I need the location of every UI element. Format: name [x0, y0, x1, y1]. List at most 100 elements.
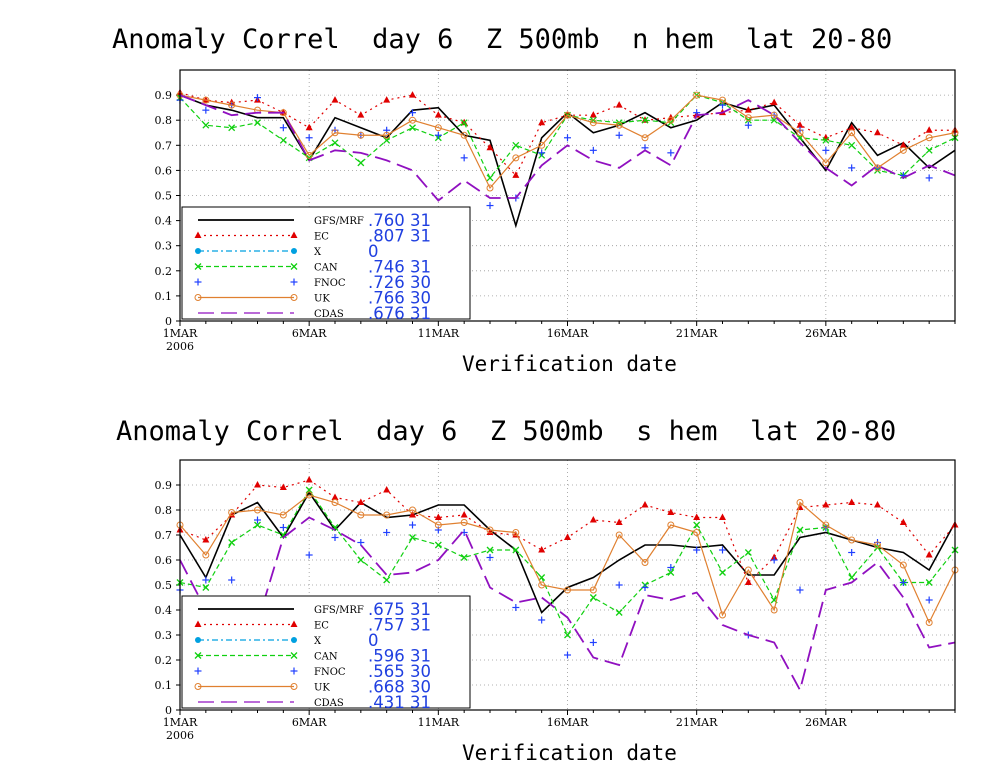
legend-label-uk: UK — [314, 294, 330, 305]
point-ec — [899, 141, 907, 148]
point-can — [822, 136, 830, 144]
point-fnoc — [925, 174, 933, 182]
legend-marker-x — [291, 248, 297, 254]
point-ec — [409, 91, 416, 98]
legend: GFS/MRF .760 31 EC .807 31 X 0 CAN .746 31 FNOC.… — [181, 206, 471, 323]
point-ec — [744, 106, 752, 113]
x-axis-label-nhem: Verification date — [462, 352, 677, 376]
point-can — [925, 146, 933, 154]
point-can — [641, 116, 649, 124]
legend-stat-ec: .807 31 — [368, 227, 431, 246]
x-tick-label: 1MAR — [163, 327, 198, 340]
series-line-cdas — [179, 94, 956, 202]
point-can — [254, 119, 261, 127]
point-ec — [486, 143, 494, 151]
legend-label-x: X — [314, 247, 322, 258]
point-ec — [615, 101, 623, 108]
y-tick-label: 0.3 — [155, 240, 173, 253]
point-uk — [615, 121, 623, 129]
chart-title-nhem: Anomaly Correl day 6 Z 500mb n hem lat 2… — [112, 24, 893, 55]
point-uk — [667, 116, 675, 124]
series-group — [176, 88, 959, 229]
point-ec — [305, 123, 313, 131]
point-uk — [564, 111, 571, 119]
y-tick-label: 0 — [165, 315, 172, 328]
point-ec — [512, 171, 520, 178]
legend-stat-fnoc: .726 30 — [368, 273, 431, 292]
point-fnoc — [538, 149, 546, 157]
legend-stat-gfs-mrf: .760 31 — [368, 211, 431, 230]
point-fnoc — [202, 106, 210, 114]
point-fnoc — [744, 121, 752, 129]
legend-label-cdas: CDAS — [314, 309, 344, 320]
y-tick-label: 0.7 — [155, 139, 173, 152]
y-tick-label: 0.8 — [155, 114, 173, 127]
y-tick-label: 0.9 — [155, 89, 173, 102]
point-fnoc — [589, 146, 597, 154]
point-fnoc — [279, 124, 287, 132]
point-uk — [719, 96, 726, 104]
point-can — [228, 124, 236, 132]
point-ec — [796, 121, 804, 128]
point-uk — [331, 129, 339, 137]
point-fnoc — [564, 134, 571, 142]
point-fnoc — [486, 202, 494, 210]
legend-marker-x — [195, 248, 201, 254]
legend-label-ec: EC — [314, 232, 329, 243]
point-fnoc — [667, 149, 675, 157]
point-ec — [925, 126, 933, 133]
point-fnoc — [434, 131, 442, 139]
y-tick-label: 0.1 — [155, 290, 173, 303]
point-ec — [848, 123, 856, 131]
plot-frame — [179, 69, 956, 322]
point-can — [279, 136, 287, 144]
legend-label-can: CAN — [314, 263, 338, 274]
point-ec — [434, 111, 442, 118]
point-can — [357, 159, 365, 167]
point-ec — [874, 128, 881, 136]
point-fnoc — [615, 131, 623, 139]
legend-marker-uk — [290, 294, 298, 301]
y-tick-label: 0.5 — [155, 190, 173, 203]
legend-marker-fnoc — [290, 278, 298, 286]
point-can — [409, 124, 416, 132]
legend-marker-ec — [290, 231, 298, 238]
x-tick-label: 6MAR — [292, 327, 327, 340]
y-tick-label: 0.4 — [155, 215, 173, 228]
legend-stat-can: .746 31 — [368, 258, 431, 277]
legend-marker-uk — [194, 294, 202, 301]
point-uk — [305, 151, 313, 159]
point-uk — [822, 159, 830, 167]
legend-label-gfs-mrf: GFS/MRF — [314, 216, 364, 227]
point-uk — [744, 114, 752, 122]
legend-stat-x: 0 — [368, 242, 379, 261]
point-ec — [357, 111, 365, 118]
point-can — [331, 139, 339, 147]
x-tick-label: 21MAR — [676, 327, 718, 340]
series-line-uk — [179, 94, 956, 190]
point-uk — [357, 131, 365, 139]
point-fnoc — [822, 146, 830, 154]
point-uk — [512, 154, 520, 162]
point-uk — [796, 129, 804, 137]
legend-marker-can — [194, 263, 202, 270]
x-tick-label: 26MAR — [805, 327, 847, 340]
legend-marker-ec — [194, 231, 202, 238]
point-uk — [228, 101, 236, 109]
point-can — [512, 141, 520, 149]
point-fnoc — [409, 109, 416, 117]
point-ec — [770, 98, 778, 106]
point-ec — [331, 96, 339, 103]
point-uk — [899, 146, 907, 154]
point-uk — [434, 124, 442, 132]
point-can — [848, 141, 856, 149]
point-uk — [486, 184, 494, 192]
y-tick-label: 0.6 — [155, 164, 173, 177]
point-uk — [460, 131, 468, 139]
point-uk — [589, 119, 597, 127]
point-ec — [589, 111, 597, 118]
chart-title-shem: Anomaly Correl day 6 Z 500mb s hem lat 2… — [116, 416, 897, 447]
point-uk — [641, 134, 649, 142]
